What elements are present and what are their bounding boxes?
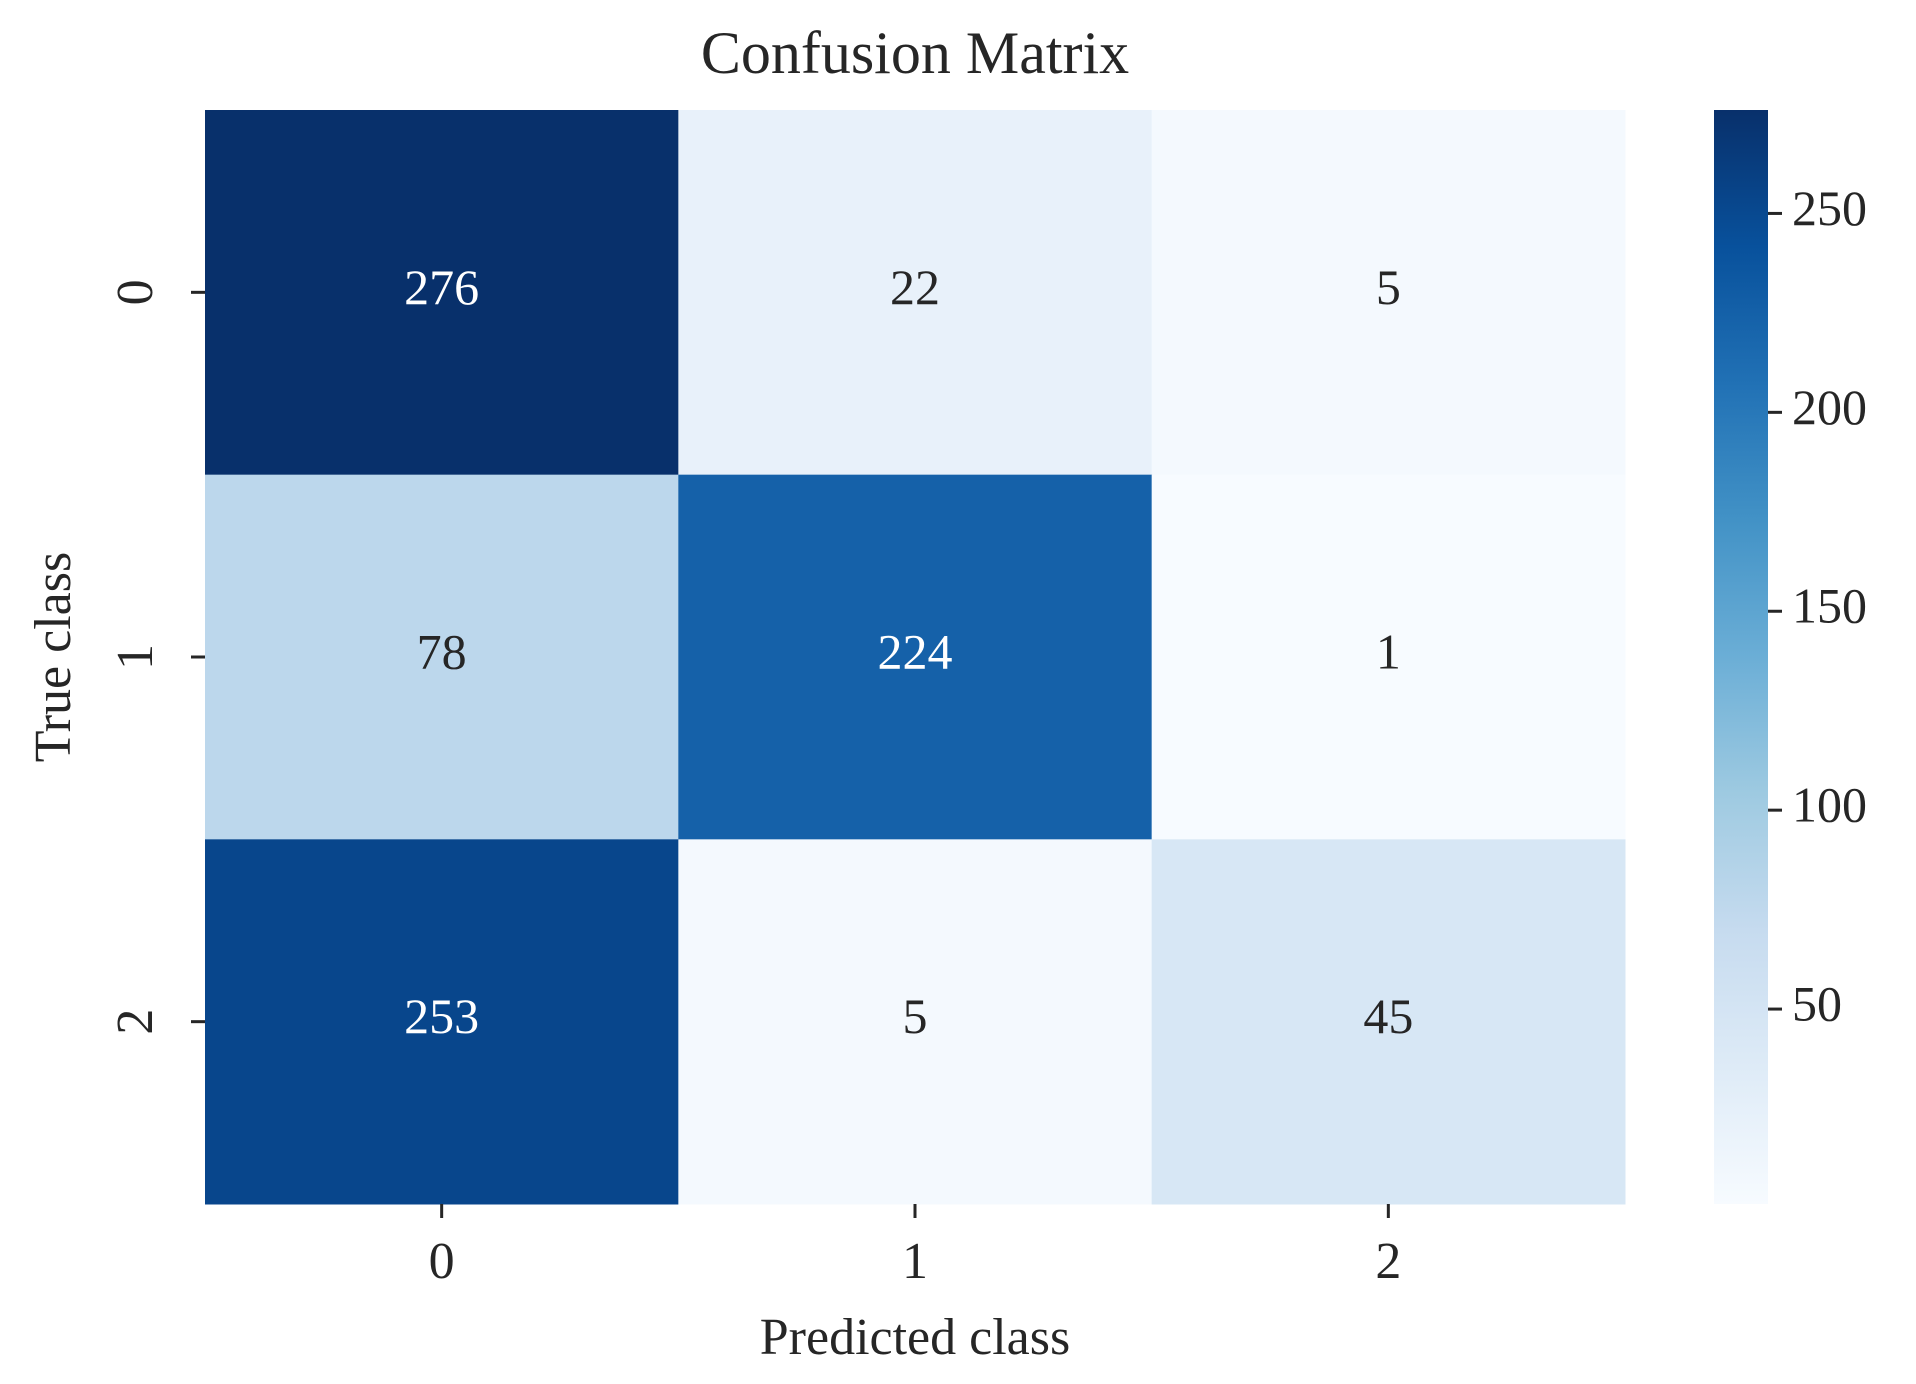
- x-tick-label: 1: [902, 1233, 928, 1290]
- heatmap-cell: [1151, 839, 1626, 1205]
- cell-label: 224: [878, 623, 953, 679]
- colorbar: [1714, 110, 1768, 1204]
- cell-label: 22: [890, 259, 940, 315]
- heatmap-cell: [1151, 110, 1626, 476]
- heatmap-cell: [205, 474, 679, 840]
- cell-label: 78: [417, 623, 467, 679]
- heatmap-cell: [205, 839, 679, 1205]
- y-tick-label: 0: [107, 279, 164, 305]
- cell-label: 5: [1376, 259, 1401, 315]
- heatmap-cell: [678, 839, 1153, 1205]
- x-tick-label: 2: [1375, 1233, 1401, 1290]
- colorbar-tick-label: 250: [1792, 180, 1867, 236]
- x-axis-label: Predicted class: [760, 1309, 1070, 1366]
- cell-label: 1: [1376, 623, 1401, 679]
- x-tick-label: 0: [429, 1233, 455, 1290]
- cell-label: 253: [404, 988, 479, 1044]
- colorbar-tick-label: 50: [1792, 976, 1842, 1032]
- heatmap-cell: [678, 110, 1153, 476]
- chart-title: Confusion Matrix: [701, 20, 1129, 86]
- y-tick-label: 1: [107, 644, 164, 670]
- heatmap-cell: [678, 474, 1153, 840]
- heatmap-cell: [205, 110, 679, 476]
- colorbar-tick-label: 150: [1792, 578, 1867, 634]
- y-tick-label: 2: [107, 1009, 164, 1035]
- colorbar-tick-label: 100: [1792, 777, 1867, 833]
- cell-label: 45: [1363, 988, 1413, 1044]
- y-axis-label: True class: [25, 552, 82, 762]
- cell-label: 5: [903, 988, 928, 1044]
- heatmap-cell: [1151, 474, 1626, 840]
- cell-label: 276: [404, 259, 479, 315]
- colorbar-tick-label: 200: [1792, 379, 1867, 435]
